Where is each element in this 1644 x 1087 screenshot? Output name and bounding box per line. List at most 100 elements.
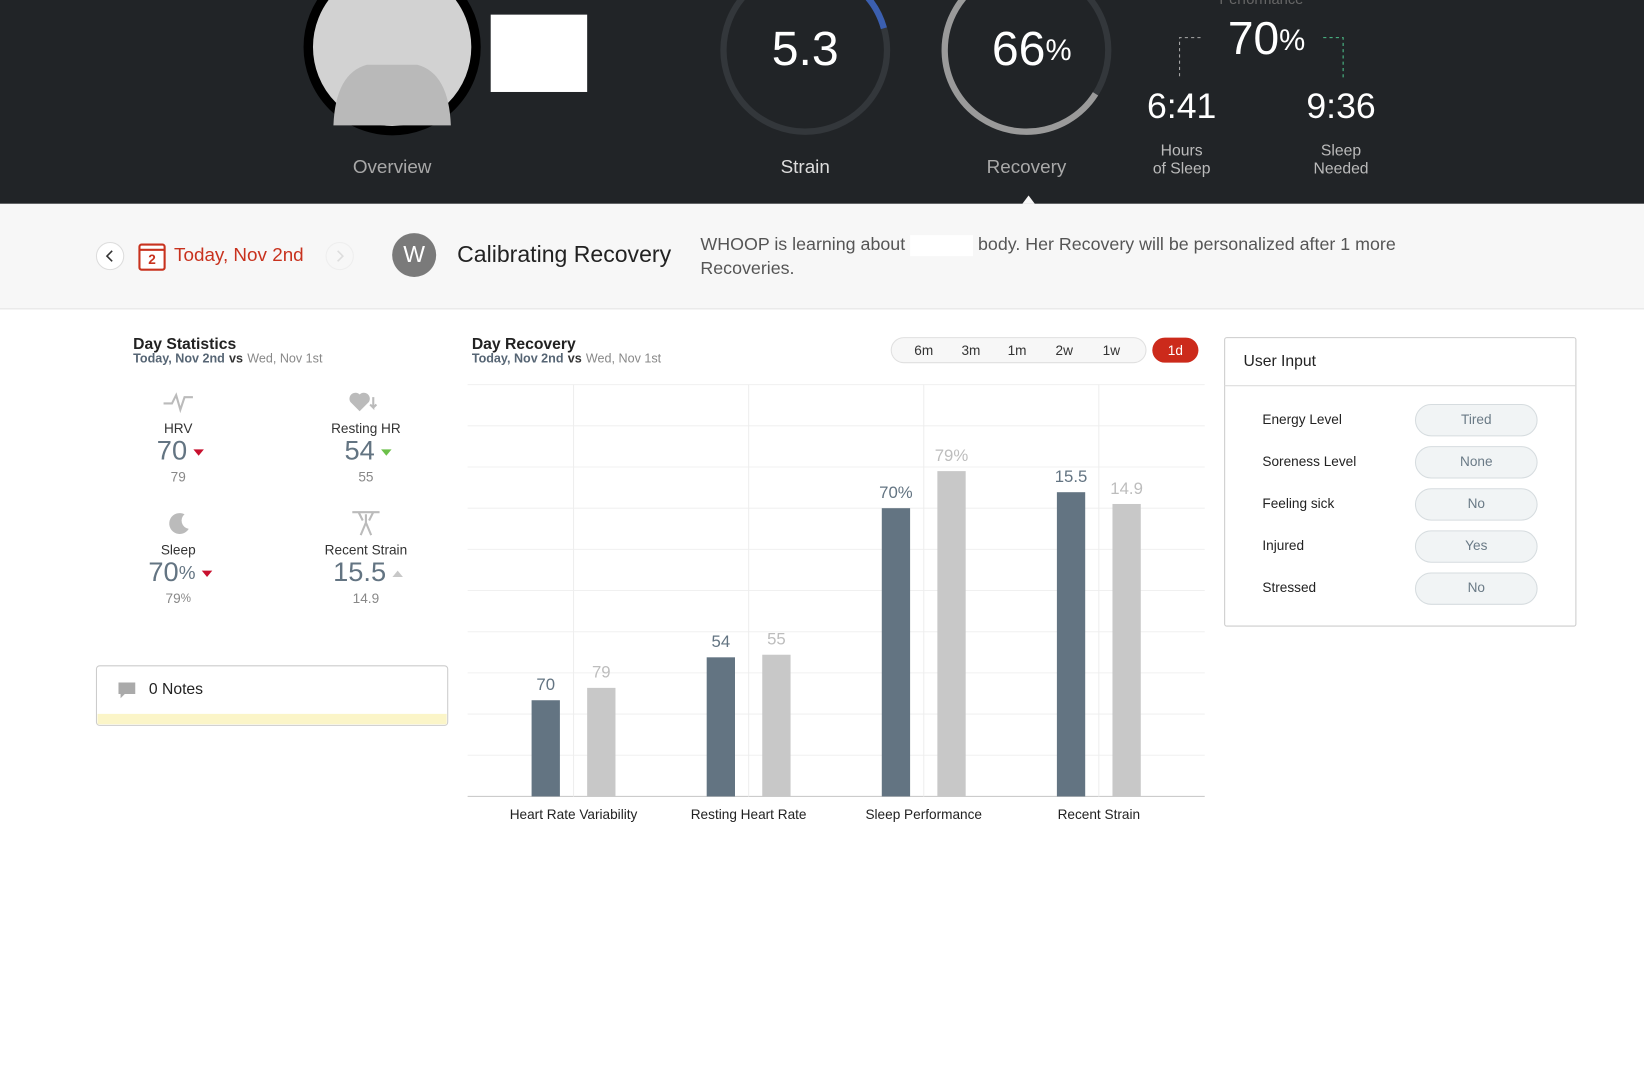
input-pill[interactable] xyxy=(1414,403,1538,437)
input-label: Soreness Level xyxy=(1262,454,1356,469)
comparison-subtitle: Today, Nov 2nd vs Wed, Nov 1st xyxy=(133,352,323,366)
recovery-arc xyxy=(941,0,1099,135)
stat-label: HRV xyxy=(164,421,193,436)
user-input-title: User Input xyxy=(1244,353,1317,370)
calibration-title: Calibrating Recovery xyxy=(457,241,671,267)
prev-day-button[interactable] xyxy=(95,241,125,271)
trend-arrow xyxy=(381,449,392,456)
recovery-value-part: % xyxy=(1045,34,1071,67)
trend-arrow xyxy=(201,570,213,577)
prev-arrow xyxy=(105,250,113,262)
value-label: 14.9 xyxy=(1110,479,1143,498)
notes-icon xyxy=(118,682,136,699)
stat-value: 70% xyxy=(148,556,195,587)
comparison-subtitle: Today, Nov 2nd vs Wed, Nov 1st xyxy=(472,352,662,366)
overview-label: Overview xyxy=(353,156,432,177)
notes-box[interactable] xyxy=(95,665,449,726)
bracket-left xyxy=(1179,37,1201,80)
stat-value-part: 54 xyxy=(344,435,374,466)
range-pill xyxy=(890,337,1147,364)
stat-label: Recent Strain xyxy=(325,542,407,557)
input-label: Feeling sick xyxy=(1262,496,1334,511)
bar xyxy=(1056,492,1086,797)
input-label: Energy Level xyxy=(1262,412,1341,427)
value-label: 79% xyxy=(935,446,969,465)
stat-value-part: 15.5 xyxy=(333,556,386,587)
recovery-value: 66% xyxy=(992,22,1072,76)
bar xyxy=(531,700,560,797)
active-pointer xyxy=(1022,195,1035,204)
performance-value-part: 70 xyxy=(1228,12,1279,64)
x-tick-label: Recent Strain xyxy=(1058,807,1140,822)
stat-previous-part: 55 xyxy=(358,469,373,484)
calibration-message: WHOOP is learning about body. Her Recove… xyxy=(700,232,1447,280)
stat-value-part: % xyxy=(179,562,196,583)
date-bar-bg xyxy=(0,203,1644,309)
sleep-metric-label: Hours xyxy=(1161,143,1203,160)
value-label: 55 xyxy=(767,630,786,649)
x-tick-label: Resting Heart Rate xyxy=(691,807,807,822)
stat-value: 70 xyxy=(157,435,187,466)
range-button: 2w xyxy=(1056,343,1074,358)
comparison-subtitle-part: vs xyxy=(229,352,243,366)
strain-label: Strain xyxy=(781,156,830,177)
stat-value: 54 xyxy=(344,435,374,466)
next-day-button[interactable] xyxy=(325,241,354,271)
comparison-subtitle-part: Wed, Nov 1st xyxy=(247,352,323,366)
message-start: WHOOP is learning about xyxy=(700,234,906,254)
value-label: 70 xyxy=(536,675,555,694)
range-button: 1d xyxy=(1168,343,1183,358)
input-pill[interactable] xyxy=(1414,446,1538,479)
avatar-silhouette xyxy=(333,64,451,126)
bar xyxy=(762,654,791,797)
range-button: 6m xyxy=(914,343,933,358)
input-value: Yes xyxy=(1465,538,1487,553)
notes-bar xyxy=(97,713,447,725)
next-arrow xyxy=(337,250,344,262)
input-label: Injured xyxy=(1262,538,1304,553)
trend-arrow xyxy=(392,570,403,577)
day-statistics-title: Day Statistics xyxy=(133,336,236,353)
value-label: 70% xyxy=(879,483,913,502)
stat-previous: 79 xyxy=(171,469,186,484)
chart-title: Day Recovery xyxy=(472,336,576,353)
performance-value-part: % xyxy=(1279,24,1305,57)
range-button: 1m xyxy=(1008,343,1027,358)
stat-label: Resting HR xyxy=(331,421,401,436)
bar xyxy=(937,471,966,797)
value-label: 79 xyxy=(592,663,611,682)
comparison-subtitle-part: Wed, Nov 1st xyxy=(586,352,662,366)
strain-ring xyxy=(720,0,891,135)
stat-value: 15.5 xyxy=(333,556,386,587)
stat-previous: 14.9 xyxy=(353,591,380,606)
stat-previous-part: 79 xyxy=(166,591,181,606)
stat-previous: 55 xyxy=(358,469,373,484)
stat-previous-part: 79 xyxy=(171,469,186,484)
recovery-label: Recovery xyxy=(987,156,1067,177)
sleep-metric-label: Needed xyxy=(1314,160,1369,177)
header-bg xyxy=(0,0,1644,204)
stat-value-part: 70 xyxy=(157,435,187,466)
stat-previous-part: 14.9 xyxy=(353,591,380,606)
input-pill[interactable] xyxy=(1414,488,1538,521)
value-label: 15.5 xyxy=(1055,467,1088,486)
range-button: 3m xyxy=(961,343,980,358)
comparison-subtitle-part: Today, Nov 2nd xyxy=(472,352,564,366)
value-label: 54 xyxy=(712,632,731,651)
trend-arrow xyxy=(193,449,204,456)
stat-icons xyxy=(163,392,380,536)
bar xyxy=(1112,503,1141,797)
date-label: Today, Nov 2nd xyxy=(174,244,304,265)
input-pill[interactable] xyxy=(1414,572,1538,605)
logo-letter: W xyxy=(403,241,425,267)
bracket-right xyxy=(1323,37,1344,80)
sleep-metric-value: 6:41 xyxy=(1147,86,1216,126)
bar xyxy=(587,687,616,797)
input-value: Tired xyxy=(1461,412,1492,427)
sleep-metric-label: Sleep xyxy=(1321,143,1361,160)
input-pill[interactable] xyxy=(1414,530,1538,563)
input-value: No xyxy=(1468,580,1485,595)
input-value: No xyxy=(1468,496,1485,511)
